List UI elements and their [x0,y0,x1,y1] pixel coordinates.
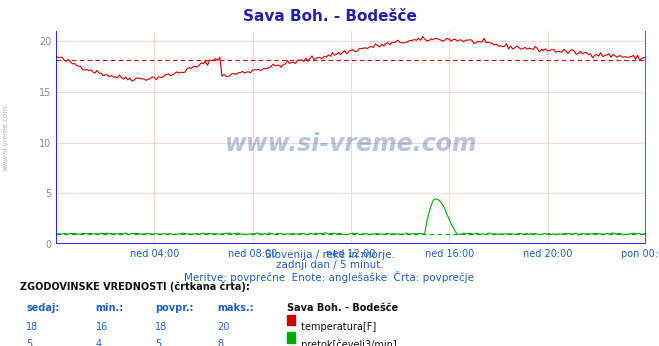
Text: 5: 5 [26,339,32,346]
Text: www.si-vreme.com: www.si-vreme.com [225,132,477,156]
Text: ZGODOVINSKE VREDNOSTI (črtkana črta):: ZGODOVINSKE VREDNOSTI (črtkana črta): [20,282,250,292]
Text: Sava Boh. - Bodešče: Sava Boh. - Bodešče [243,9,416,24]
Text: Meritve: povprečne  Enote: anglešaške  Črta: povprečje: Meritve: povprečne Enote: anglešaške Črt… [185,271,474,283]
Text: pretok[čevelj3/min]: pretok[čevelj3/min] [298,339,397,346]
Text: 20: 20 [217,322,230,332]
Text: 4: 4 [96,339,101,346]
Text: 16: 16 [96,322,108,332]
Text: sedaj:: sedaj: [26,303,60,313]
Text: Sava Boh. - Bodešče: Sava Boh. - Bodešče [287,303,398,313]
Text: povpr.:: povpr.: [155,303,193,313]
Text: temperatura[F]: temperatura[F] [298,322,376,332]
Text: 18: 18 [26,322,39,332]
Text: 5: 5 [155,339,161,346]
Text: zadnji dan / 5 minut.: zadnji dan / 5 minut. [275,260,384,270]
Text: min.:: min.: [96,303,124,313]
Text: 18: 18 [155,322,167,332]
Text: maks.:: maks.: [217,303,254,313]
Text: Slovenija / reke in morje.: Slovenija / reke in morje. [264,250,395,260]
Text: 8: 8 [217,339,223,346]
Text: www.si-vreme.com: www.si-vreme.com [2,105,9,172]
